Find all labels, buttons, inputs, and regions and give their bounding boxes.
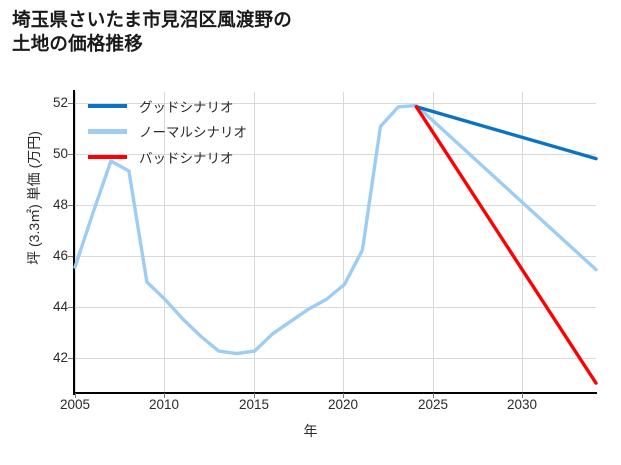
y-axis-label: 坪 (3.3㎡) 単価 (万円) [26,131,42,265]
y-tick-mark [68,154,73,155]
gridline-y-42 [75,358,596,359]
y-tick-label: 52 [52,95,68,110]
y-tick-mark [68,205,73,206]
x-tick-label: 2025 [417,397,449,412]
legend-label-bad: バッドシナリオ [139,150,234,166]
x-tick-mark [254,393,255,398]
gridline-x-2025 [433,92,434,393]
y-tick-mark [68,358,73,359]
legend-item-bad: バッドシナリオ [88,144,288,170]
y-axis-spine [73,90,75,395]
y-tick-mark [68,256,73,257]
chart-title: 埼玉県さいたま市見沼区風渡野の 土地の価格推移 [12,9,292,54]
legend-item-good: グッドシナリオ [88,93,288,119]
legend-label-normal: ノーマルシナリオ [139,125,247,141]
legend-swatch-good [88,103,127,108]
gridline-y-46 [75,256,596,257]
legend-item-normal: ノーマルシナリオ [88,119,288,145]
gridline-y-52 [75,103,596,104]
x-tick-label: 2030 [506,397,538,412]
gridline-x-2030 [522,92,523,393]
y-tick-label: 48 [52,197,68,212]
chart-legend: グッドシナリオ ノーマルシナリオ バッドシナリオ [88,93,288,170]
gridline-y-48 [75,205,596,206]
y-tick-label: 50 [52,146,68,161]
gridline-x-2005 [75,92,76,393]
legend-swatch-bad [88,154,127,159]
y-tick-label: 46 [52,248,68,263]
legend-label-good: グッドシナリオ [139,99,234,115]
gridline-x-2020 [343,92,344,393]
x-tick-label: 2020 [327,397,359,412]
y-tick-label: 42 [52,350,68,365]
y-tick-label: 44 [52,299,68,314]
x-tick-mark [343,393,344,398]
x-tick-label: 2005 [59,397,91,412]
x-tick-mark [522,393,523,398]
x-axis-spine [73,392,597,394]
y-tick-mark [68,307,73,308]
x-tick-label: 2010 [148,397,180,412]
y-tick-mark [68,103,73,104]
gridline-y-44 [75,307,596,308]
x-axis-label: 年 [303,423,318,439]
x-tick-mark [164,393,165,398]
x-tick-mark [433,393,434,398]
legend-swatch-normal [88,129,127,134]
y-axis-ticks: 52 50 48 46 44 42 [32,0,68,465]
x-tick-mark [75,393,76,398]
x-tick-label: 2015 [238,397,270,412]
